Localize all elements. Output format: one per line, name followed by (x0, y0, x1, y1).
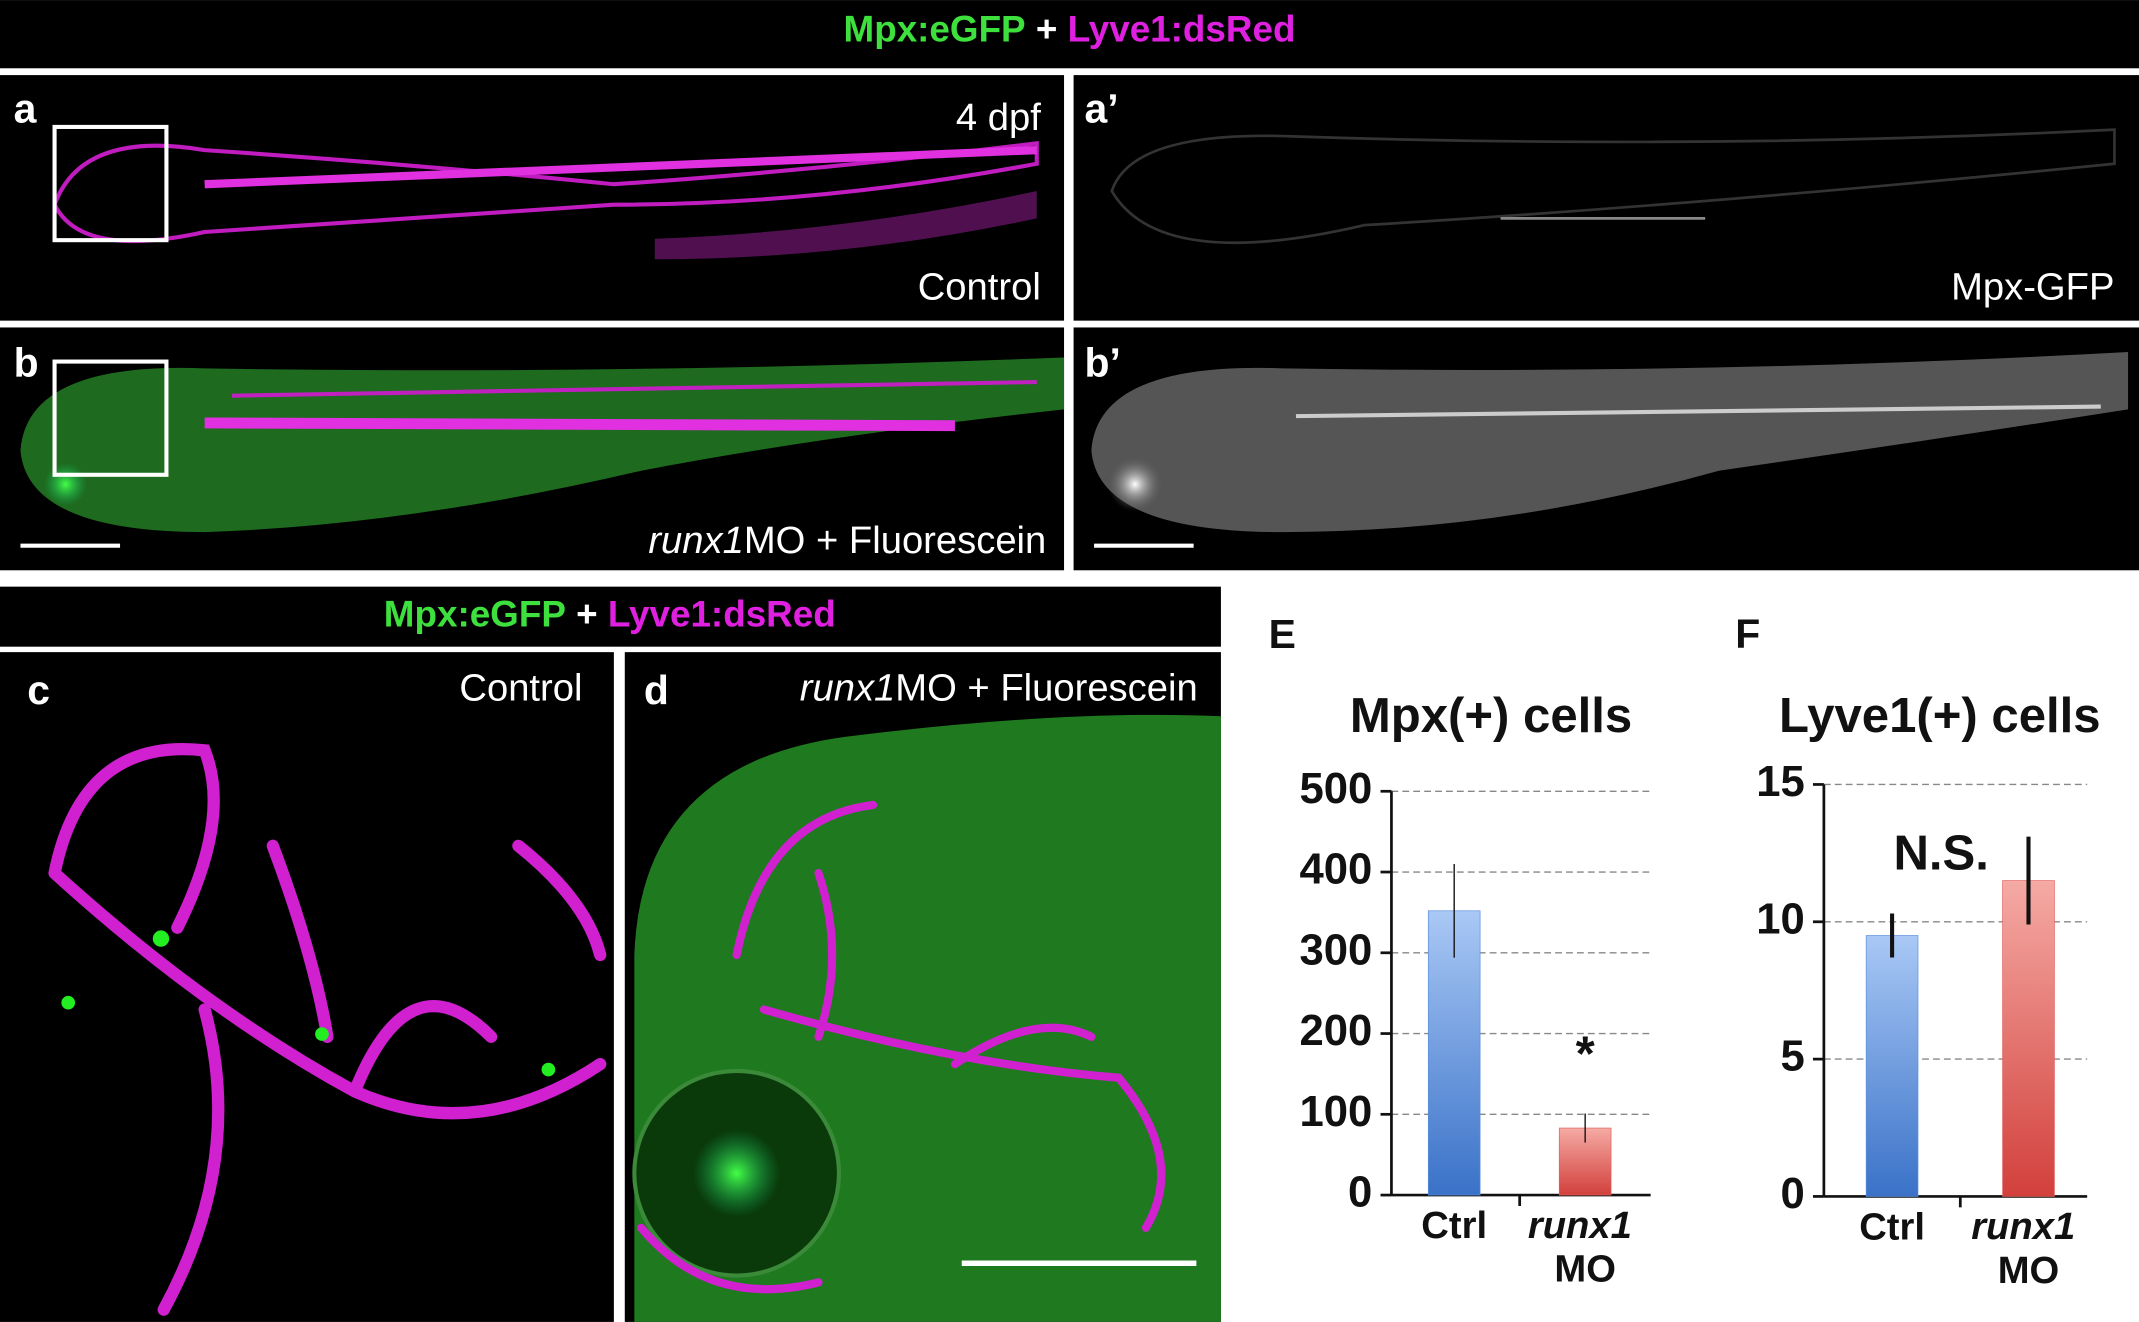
x-tick-label-line: runx1 (1971, 1205, 2086, 1248)
panel-c (0, 652, 614, 1322)
panel-label: c (27, 667, 50, 713)
panel-label: a’ (1085, 86, 1119, 132)
x-tick-label: runx1 MO (1528, 1204, 1643, 1291)
header-bar (0, 586, 1221, 647)
caption-text: MO + Fluorescein (895, 666, 1197, 709)
cell (61, 995, 76, 1010)
vessels (637, 800, 1166, 1294)
fish-body (1091, 352, 2129, 533)
header-magenta: Lyve1:dsRed (1068, 8, 1296, 49)
tissue (654, 191, 1037, 260)
panel-label: a (14, 86, 38, 132)
x-tick-label: Ctrl (1421, 1204, 1487, 1247)
y-tick-label: 15 (1756, 757, 1805, 806)
annotation: * (1576, 1027, 1596, 1081)
header-plus: + (1036, 8, 1058, 49)
caption-italic: runx1 (648, 519, 744, 562)
fish-body (20, 357, 1065, 533)
vessels (48, 743, 607, 1316)
cell (315, 1027, 329, 1041)
caption-text: MO + Fluorescein (744, 519, 1046, 562)
caption: Control (459, 666, 582, 709)
y-tick-label: 0 (1348, 1168, 1372, 1217)
x-tick-label: Ctrl (1859, 1205, 1925, 1248)
bar (1865, 935, 1919, 1197)
cell (152, 930, 170, 947)
x-tick-label-line: runx1 (1528, 1204, 1643, 1247)
header: Mpx:eGFP + Lyve1:dsRed (384, 593, 836, 634)
header-bar (0, 0, 2139, 69)
y-tick-label: 500 (1300, 764, 1373, 813)
chart-label: F (1735, 611, 1760, 657)
bar (2002, 880, 2055, 1197)
eye (43, 462, 88, 507)
header-magenta: Lyve1:dsRed (608, 593, 836, 634)
caption-italic: runx1 (800, 666, 896, 709)
panel-a-prime (1073, 75, 2139, 321)
y-tick-label: 200 (1300, 1006, 1373, 1055)
y-tick-label: 5 (1781, 1032, 1805, 1081)
header: Mpx:eGFP + Lyve1:dsRed (844, 8, 1296, 49)
lens (692, 1129, 781, 1217)
stage-label: 4 dpf (956, 96, 1041, 139)
y-tick-label: 10 (1756, 894, 1805, 943)
header-green: Mpx:eGFP (384, 593, 566, 634)
eye (1107, 457, 1163, 512)
vessel (231, 379, 1037, 398)
panel-label: d (644, 667, 669, 713)
vessel (204, 417, 955, 432)
x-tick-label-line: MO (1998, 1249, 2060, 1292)
x-tick-label: runx1 MO (1971, 1205, 2086, 1292)
panel-a (0, 75, 1065, 321)
cell (541, 1062, 556, 1077)
annotation: N.S. (1893, 827, 1988, 881)
inset-box (52, 359, 169, 477)
panel-label: b’ (1085, 339, 1121, 385)
inset-box (52, 124, 169, 243)
caption: Control (918, 265, 1041, 308)
bar (1427, 910, 1481, 1196)
y-tick-label: 400 (1300, 845, 1373, 894)
chart-title: Lyve1(+) cells (1779, 689, 2101, 743)
vessel (204, 146, 1037, 189)
caption: runx1MO + Fluorescein (800, 666, 1198, 709)
y-tick-label: 100 (1300, 1087, 1373, 1136)
caption: runx1MO + Fluorescein (648, 519, 1046, 562)
x-tick-label-line: MO (1554, 1248, 1616, 1291)
header-green: Mpx:eGFP (844, 8, 1026, 49)
y-tick-label: 300 (1300, 925, 1373, 974)
caption: Mpx-GFP (1951, 265, 2114, 308)
header-plus: + (576, 593, 598, 634)
chart-title: Mpx(+) cells (1350, 689, 1632, 743)
y-tick-label: 0 (1781, 1169, 1805, 1218)
panel-label: b (14, 339, 39, 385)
notochord (1295, 404, 2101, 419)
chart-label: E (1269, 611, 1296, 657)
outline (1110, 128, 2116, 245)
